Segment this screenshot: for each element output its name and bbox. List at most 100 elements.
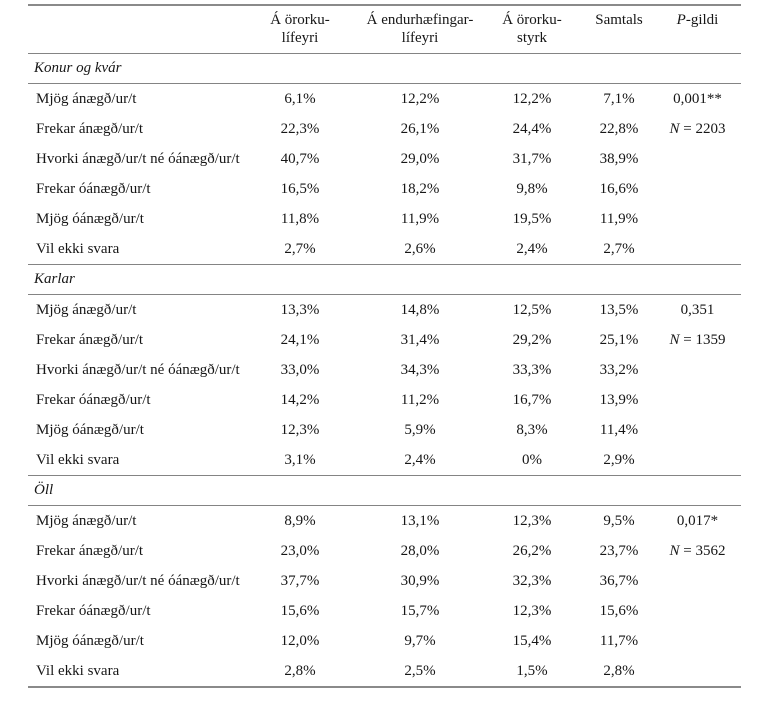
cell-value: 13,5% bbox=[599, 301, 639, 318]
empty-cell bbox=[654, 204, 741, 234]
cell-value: 22,3% bbox=[280, 120, 320, 137]
cell-value: 13,3% bbox=[280, 301, 320, 318]
row-label: Hvorki ánægð/ur/t né óánægð/ur/t bbox=[36, 572, 240, 589]
empty-cell bbox=[654, 656, 741, 687]
cell-value: 2,8% bbox=[284, 662, 316, 679]
cell-value: 15,7% bbox=[400, 602, 440, 619]
row-label: Frekar óánægð/ur/t bbox=[36, 180, 151, 197]
row-label: Frekar ánægð/ur/t bbox=[36, 120, 144, 137]
empty-cell bbox=[654, 355, 741, 385]
cell-value: 2,8% bbox=[603, 662, 635, 679]
section-men: Karlar Mjög ánægð/ur/t 13,3% 14,8% 12,5%… bbox=[28, 264, 741, 476]
row-label: Vil ekki svara bbox=[36, 451, 120, 468]
cell-value: 14,2% bbox=[280, 391, 320, 408]
cell-value: 23,7% bbox=[599, 542, 639, 559]
cell-value: 2,5% bbox=[404, 662, 436, 679]
cell-value: 15,4% bbox=[512, 632, 552, 649]
cell-value: 2,7% bbox=[603, 240, 635, 257]
cell-value: 29,0% bbox=[400, 150, 440, 167]
cell-value: 23,0% bbox=[280, 542, 320, 559]
cell-value: 26,1% bbox=[400, 120, 440, 137]
cell-value: 19,5% bbox=[512, 210, 552, 227]
row-label: Frekar ánægð/ur/t bbox=[36, 542, 144, 559]
cell-value: 2,4% bbox=[516, 240, 548, 257]
cell-value: 9,5% bbox=[603, 512, 635, 529]
cell-value: 16,5% bbox=[280, 180, 320, 197]
cell-value: 24,1% bbox=[280, 331, 320, 348]
cell-value: 11,4% bbox=[599, 421, 639, 438]
table-row: Mjög óánægð/ur/t 11,8% 11,9% 19,5% 11,9% bbox=[28, 204, 741, 234]
row-label: Frekar óánægð/ur/t bbox=[36, 391, 151, 408]
p-value: 0,351 bbox=[680, 301, 715, 318]
cell-value: 25,1% bbox=[599, 331, 639, 348]
row-label: Mjög ánægð/ur/t bbox=[36, 90, 137, 107]
table-row: Vil ekki svara 3,1% 2,4% 0% 2,9% bbox=[28, 445, 741, 476]
row-label: Mjög ánægð/ur/t bbox=[36, 512, 137, 529]
cell-value: 7,1% bbox=[603, 90, 635, 107]
cell-value: 12,5% bbox=[512, 301, 552, 318]
cell-value: 9,7% bbox=[404, 632, 436, 649]
section-title: Konur og kvár bbox=[28, 53, 741, 84]
empty-cell bbox=[654, 174, 741, 204]
section-title: Öll bbox=[28, 475, 741, 506]
row-label: Mjög óánægð/ur/t bbox=[36, 632, 144, 649]
cell-value: 12,3% bbox=[512, 512, 552, 529]
section-title-row: Karlar bbox=[28, 264, 741, 295]
cell-value: 18,2% bbox=[400, 180, 440, 197]
row-label: Hvorki ánægð/ur/t né óánægð/ur/t bbox=[36, 361, 240, 378]
column-header-disability-pension: Á örorku-lífeyri bbox=[240, 5, 360, 54]
cell-value: 12,2% bbox=[400, 90, 440, 107]
cell-value: 14,8% bbox=[400, 301, 440, 318]
cell-value: 5,9% bbox=[404, 421, 436, 438]
cell-value: 38,9% bbox=[599, 150, 639, 167]
cell-value: 11,9% bbox=[400, 210, 440, 227]
table-row: Hvorki ánægð/ur/t né óánægð/ur/t 40,7% 2… bbox=[28, 144, 741, 174]
column-header-rehab-pension: Á endurhæfingar-lífeyri bbox=[360, 5, 480, 54]
cell-value: 9,8% bbox=[516, 180, 548, 197]
cell-value: 33,0% bbox=[280, 361, 320, 378]
table-row: Mjög óánægð/ur/t 12,0% 9,7% 15,4% 11,7% bbox=[28, 626, 741, 656]
cell-value: 6,1% bbox=[284, 90, 316, 107]
n-value: N = 3562 bbox=[669, 542, 726, 559]
cell-value: 12,0% bbox=[280, 632, 320, 649]
cell-value: 8,3% bbox=[516, 421, 548, 438]
cell-value: 2,9% bbox=[603, 451, 635, 468]
cell-value: 11,9% bbox=[599, 210, 639, 227]
column-header-disability-allowance: Á örorku-styrk bbox=[480, 5, 584, 54]
cell-value: 24,4% bbox=[512, 120, 552, 137]
cell-value: 26,2% bbox=[512, 542, 552, 559]
table-header: Á örorku-lífeyri Á endurhæfingar-lífeyri… bbox=[28, 5, 741, 54]
cell-value: 30,9% bbox=[400, 572, 440, 589]
p-value: 0,017* bbox=[676, 512, 719, 529]
cell-value: 33,2% bbox=[599, 361, 639, 378]
cell-value: 12,2% bbox=[512, 90, 552, 107]
row-label: Frekar ánægð/ur/t bbox=[36, 331, 144, 348]
empty-cell bbox=[654, 596, 741, 626]
table-row: Frekar ánægð/ur/t 24,1% 31,4% 29,2% 25,1… bbox=[28, 325, 741, 355]
table-row: Hvorki ánægð/ur/t né óánægð/ur/t 37,7% 3… bbox=[28, 566, 741, 596]
cell-value: 16,6% bbox=[599, 180, 639, 197]
table-row: Mjög ánægð/ur/t 6,1% 12,2% 12,2% 7,1% 0,… bbox=[28, 84, 741, 115]
cell-value: 31,7% bbox=[512, 150, 552, 167]
cell-value: 2,6% bbox=[404, 240, 436, 257]
column-header-total: Samtals bbox=[584, 5, 654, 54]
cell-value: 2,7% bbox=[284, 240, 316, 257]
cell-value: 31,4% bbox=[400, 331, 440, 348]
table-row: Frekar óánægð/ur/t 16,5% 18,2% 9,8% 16,6… bbox=[28, 174, 741, 204]
row-label: Mjög óánægð/ur/t bbox=[36, 210, 144, 227]
cell-value: 33,3% bbox=[512, 361, 552, 378]
table-row: Frekar óánægð/ur/t 14,2% 11,2% 16,7% 13,… bbox=[28, 385, 741, 415]
empty-cell bbox=[654, 385, 741, 415]
p-value: 0,001** bbox=[673, 90, 722, 107]
row-label: Mjög ánægð/ur/t bbox=[36, 301, 137, 318]
section-title-row: Öll bbox=[28, 475, 741, 506]
cell-value: 16,7% bbox=[512, 391, 552, 408]
row-label: Vil ekki svara bbox=[36, 240, 120, 257]
cell-value: 15,6% bbox=[599, 602, 639, 619]
empty-cell bbox=[654, 144, 741, 174]
satisfaction-statistics-table: Á örorku-lífeyri Á endurhæfingar-lífeyri… bbox=[28, 4, 741, 688]
cell-value: 11,2% bbox=[400, 391, 440, 408]
cell-value: 11,7% bbox=[599, 632, 639, 649]
cell-value: 37,7% bbox=[280, 572, 320, 589]
row-label: Hvorki ánægð/ur/t né óánægð/ur/t bbox=[36, 150, 240, 167]
